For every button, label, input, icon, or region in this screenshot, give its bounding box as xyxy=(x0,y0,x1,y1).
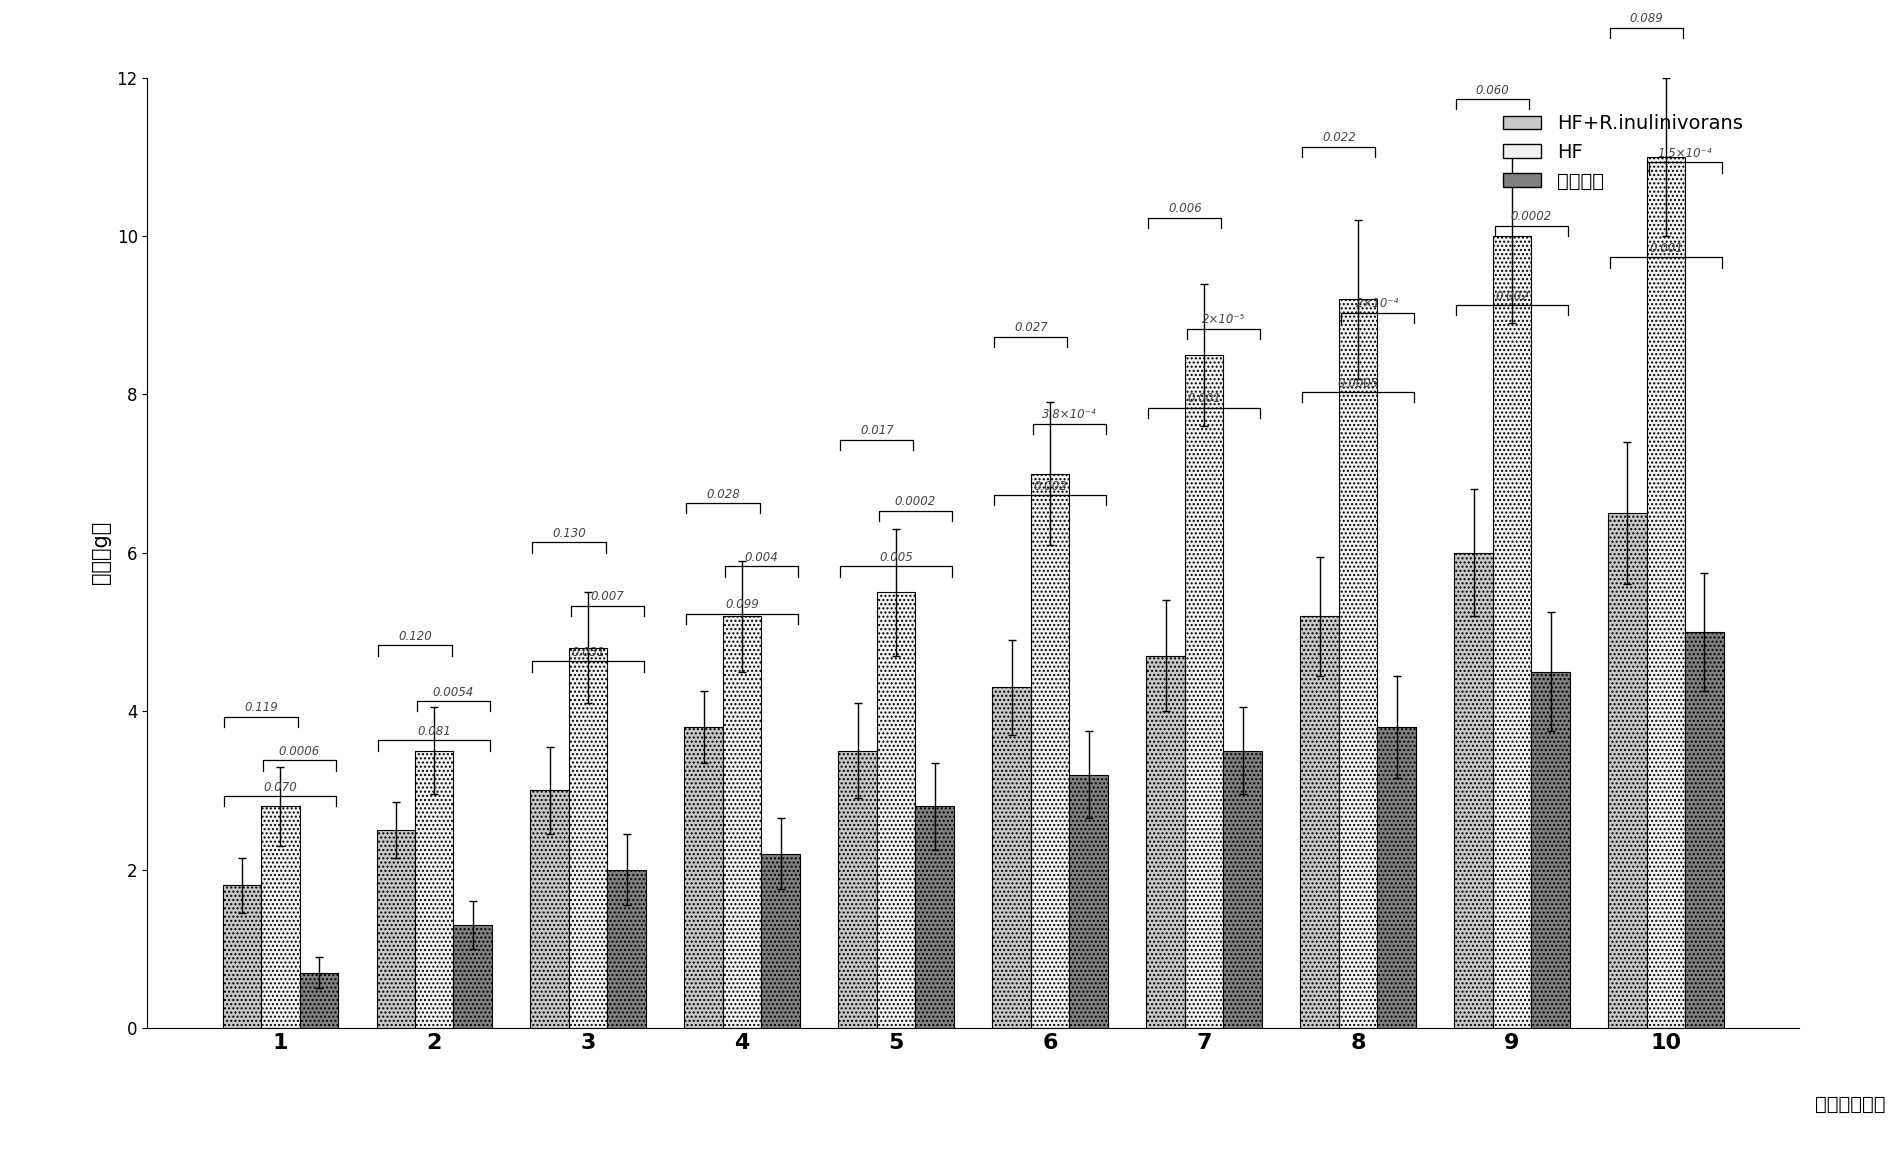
Bar xyxy=(839,751,877,1028)
Bar xyxy=(1684,632,1723,1028)
Bar xyxy=(1608,513,1646,1028)
Text: 0.001: 0.001 xyxy=(1647,243,1682,255)
Bar xyxy=(1492,236,1530,1028)
Bar xyxy=(300,973,338,1028)
Bar xyxy=(1222,751,1260,1028)
Bar xyxy=(915,806,953,1028)
Bar xyxy=(1454,553,1492,1028)
Text: 时间（星期）: 时间（星期） xyxy=(1814,1095,1885,1113)
Text: 0.002: 0.002 xyxy=(1494,289,1528,302)
Text: 0.027: 0.027 xyxy=(1014,321,1048,334)
Text: 1.5×10⁻⁴: 1.5×10⁻⁴ xyxy=(1657,146,1712,161)
Text: 0.005: 0.005 xyxy=(879,551,913,564)
Bar xyxy=(416,751,454,1028)
Bar xyxy=(1031,473,1069,1028)
Text: 0.0054: 0.0054 xyxy=(433,686,474,699)
Text: 0.070: 0.070 xyxy=(264,781,296,793)
Y-axis label: 体重（g）: 体重（g） xyxy=(91,522,110,585)
Bar xyxy=(607,870,645,1028)
Legend: HF+R.inulinivorans, HF, 常规食物: HF+R.inulinivorans, HF, 常规食物 xyxy=(1494,107,1750,198)
Bar xyxy=(454,925,492,1028)
Text: 0.0005: 0.0005 xyxy=(1336,376,1378,389)
Text: 2×10⁻⁵: 2×10⁻⁵ xyxy=(1201,313,1245,326)
Bar xyxy=(1530,672,1570,1028)
Bar xyxy=(761,853,799,1028)
Bar xyxy=(1376,727,1416,1028)
Bar xyxy=(376,830,416,1028)
Text: 0.120: 0.120 xyxy=(399,631,431,643)
Text: 0.001: 0.001 xyxy=(1186,393,1220,406)
Text: 0.089: 0.089 xyxy=(1628,13,1663,26)
Bar xyxy=(723,616,761,1028)
Text: 3.8×10⁻⁴: 3.8×10⁻⁴ xyxy=(1042,408,1097,421)
Bar xyxy=(260,806,300,1028)
Text: 0.099: 0.099 xyxy=(725,599,759,612)
Text: 0.004: 0.004 xyxy=(744,551,778,564)
Text: 0.006: 0.006 xyxy=(1167,203,1201,216)
Bar xyxy=(530,790,569,1028)
Bar xyxy=(1300,616,1338,1028)
Text: 0.0002: 0.0002 xyxy=(1509,210,1551,224)
Text: 0.130: 0.130 xyxy=(552,527,586,540)
Text: 0.002: 0.002 xyxy=(1033,479,1067,492)
Text: 0.060: 0.060 xyxy=(1475,83,1509,96)
Bar xyxy=(993,688,1031,1028)
Bar xyxy=(1338,299,1376,1028)
Text: 0.007: 0.007 xyxy=(590,591,624,604)
Bar xyxy=(1146,656,1184,1028)
Bar xyxy=(1184,355,1222,1028)
Bar xyxy=(1069,775,1107,1028)
Text: 0.031: 0.031 xyxy=(571,646,605,659)
Text: 0.028: 0.028 xyxy=(706,488,740,500)
Text: 0.119: 0.119 xyxy=(245,701,277,715)
Bar xyxy=(877,592,915,1028)
Text: 0.0002: 0.0002 xyxy=(894,496,936,509)
Bar xyxy=(683,727,723,1028)
Bar xyxy=(222,885,260,1028)
Text: 0.017: 0.017 xyxy=(860,424,894,437)
Text: 0.081: 0.081 xyxy=(418,725,452,738)
Text: 2×10⁻⁴: 2×10⁻⁴ xyxy=(1355,298,1399,311)
Text: 0.022: 0.022 xyxy=(1321,131,1355,144)
Bar xyxy=(1646,157,1684,1028)
Text: 0.0006: 0.0006 xyxy=(279,745,321,758)
Bar xyxy=(569,648,607,1028)
